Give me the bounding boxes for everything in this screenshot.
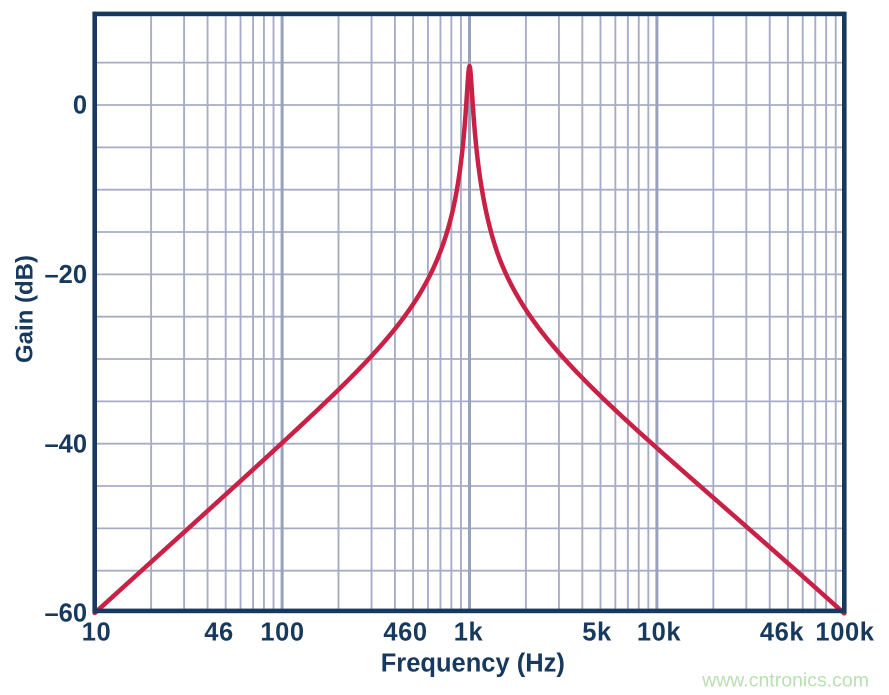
svg-text:10: 10 [82,619,112,647]
svg-text:Frequency (Hz): Frequency (Hz) [381,649,565,677]
svg-text:100k: 100k [815,619,874,647]
svg-text:www.cntronics.com: www.cntronics.com [701,670,869,692]
svg-text:–20: –20 [44,261,87,289]
svg-text:100: 100 [260,619,304,647]
svg-text:0: 0 [73,92,87,120]
svg-text:10k: 10k [637,619,682,647]
svg-text:Gain (dB): Gain (dB) [12,255,39,363]
svg-text:46: 46 [204,619,234,647]
svg-text:46k: 46k [760,619,805,647]
svg-text:–40: –40 [44,430,87,458]
svg-text:1k: 1k [454,619,484,647]
svg-text:5k: 5k [582,619,612,647]
svg-text:460: 460 [383,619,427,647]
svg-text:–60: –60 [44,600,87,628]
